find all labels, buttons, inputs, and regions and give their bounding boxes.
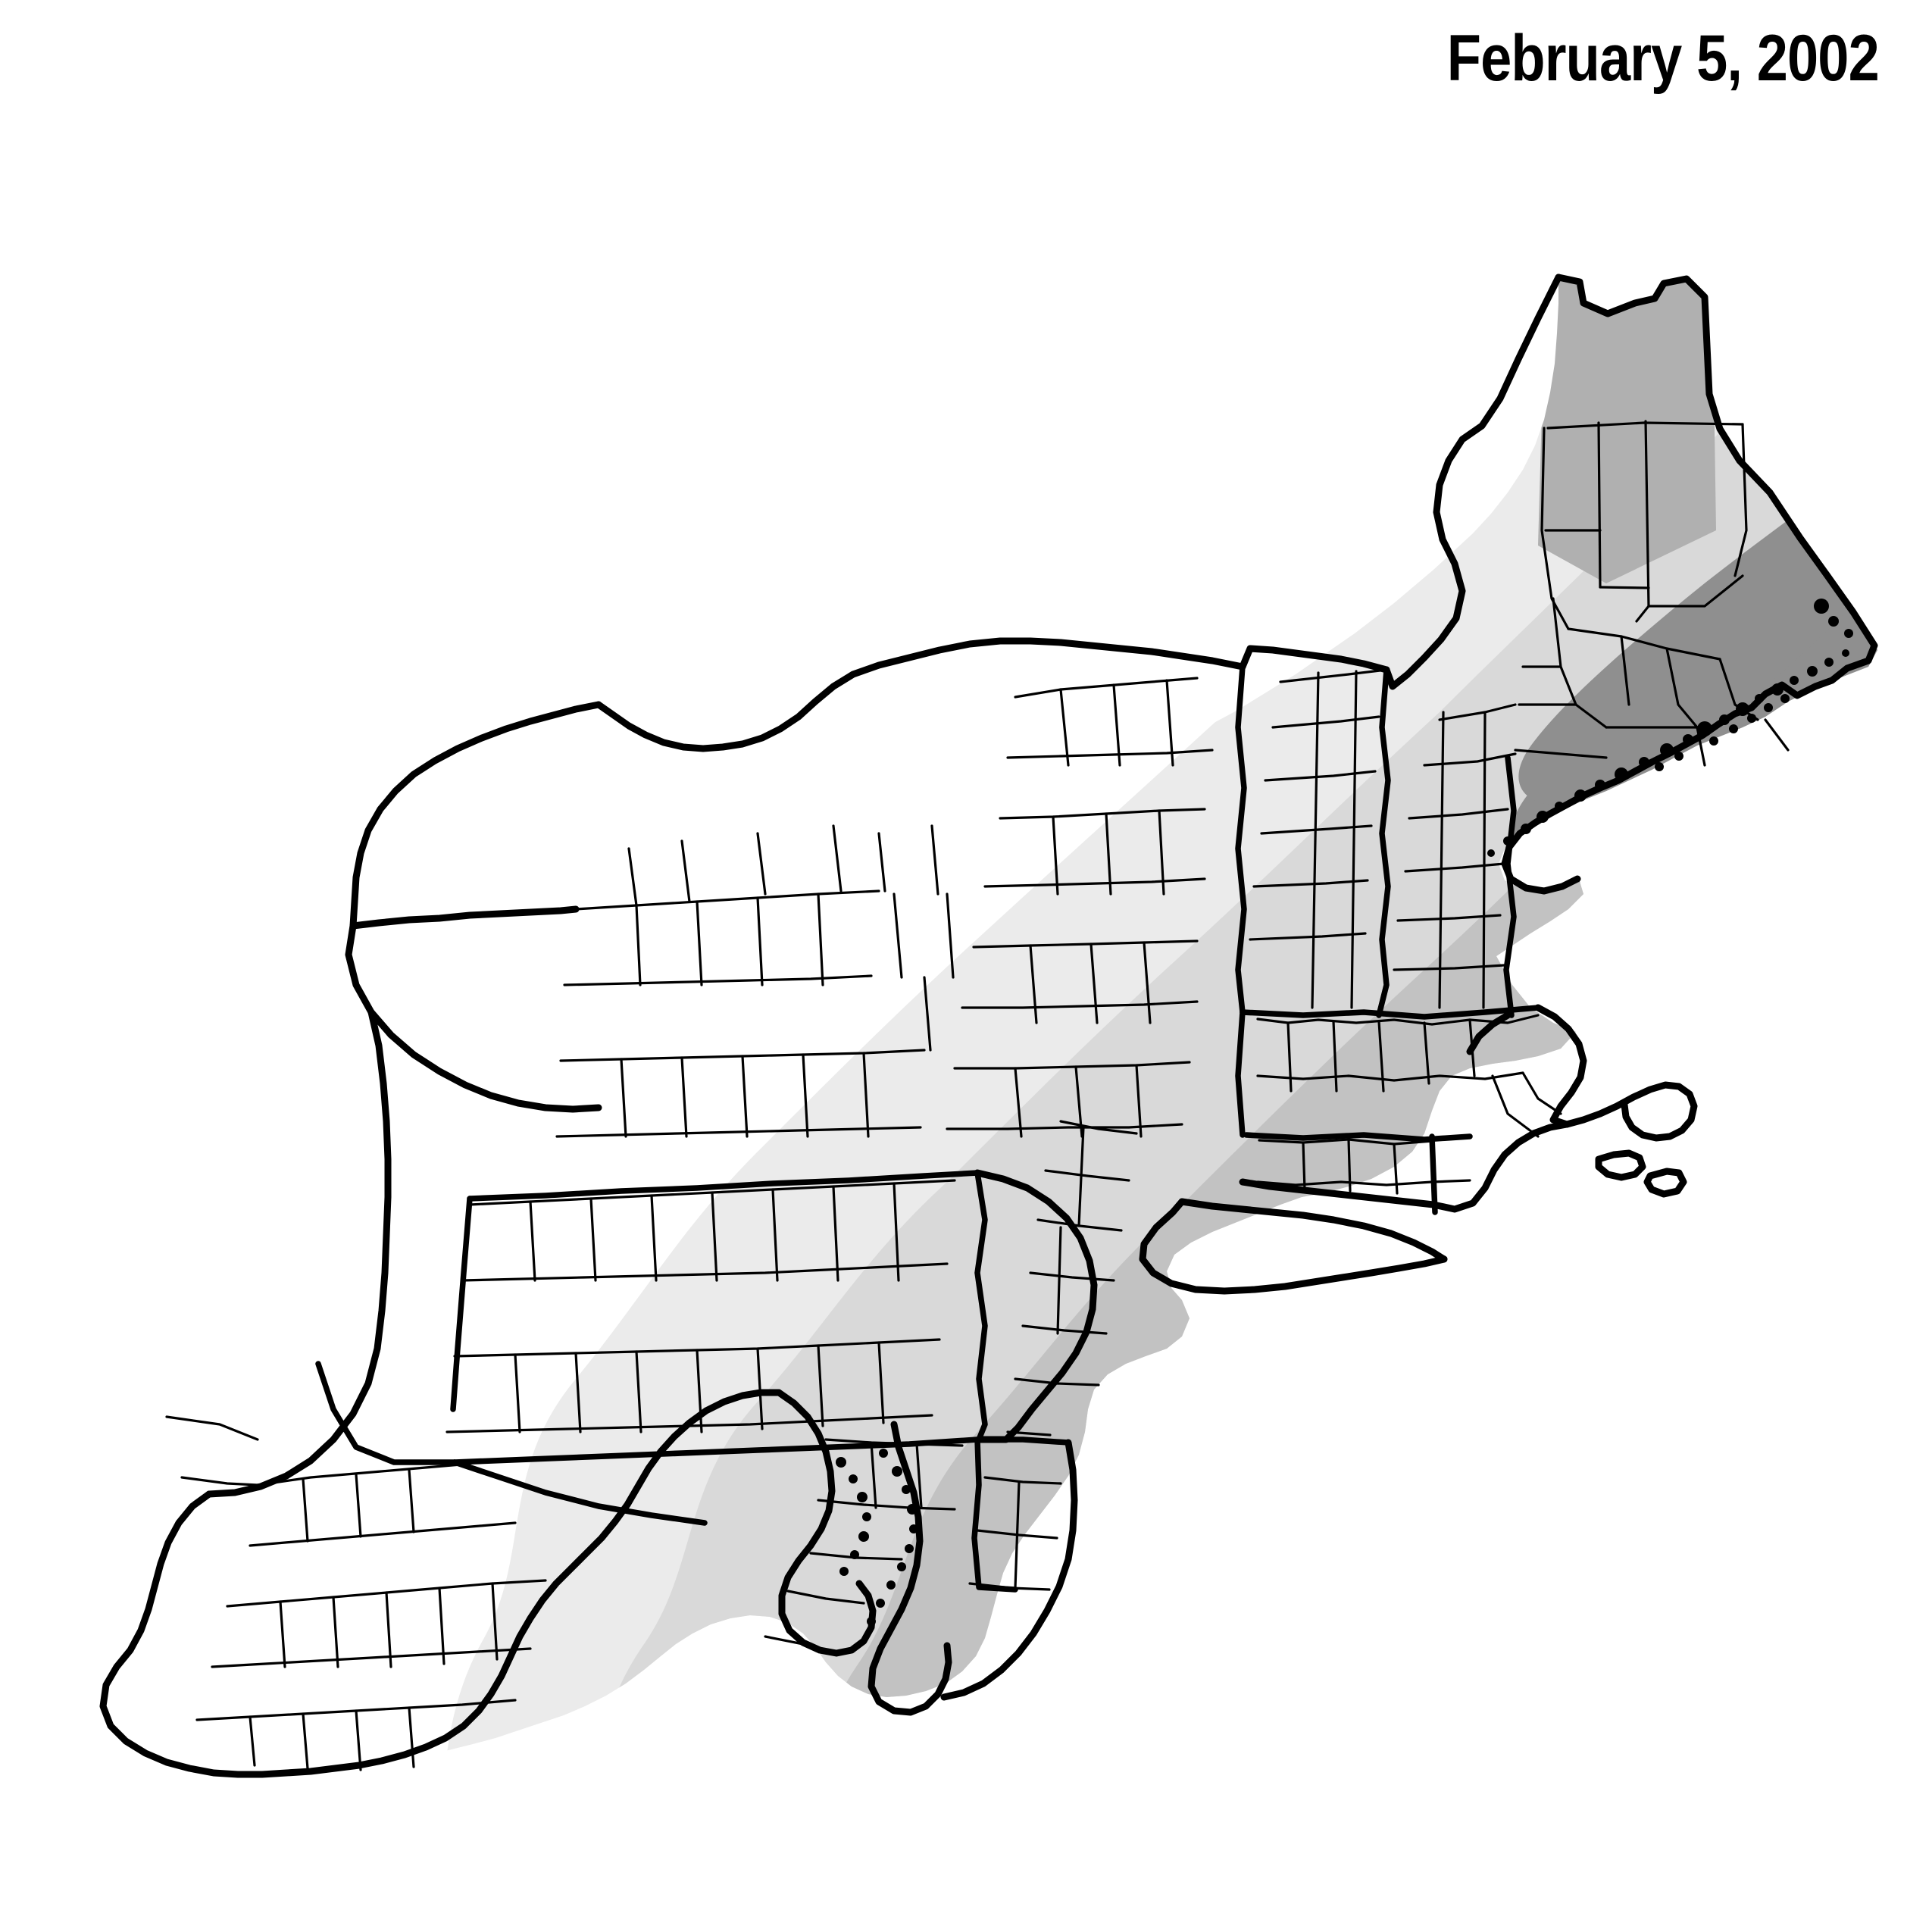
page-title: February 5, 2002 bbox=[1446, 22, 1880, 95]
coastline-outline bbox=[99, 274, 1878, 1778]
chesapeake-shore-detail bbox=[836, 1449, 918, 1626]
state-boundaries bbox=[315, 664, 1541, 1593]
county-boundaries bbox=[165, 420, 1790, 1771]
shade-band-5-downeast bbox=[1518, 455, 1877, 805]
maine-coastal-islands bbox=[1487, 599, 1853, 857]
shade-band-4-maine bbox=[1538, 280, 1716, 583]
